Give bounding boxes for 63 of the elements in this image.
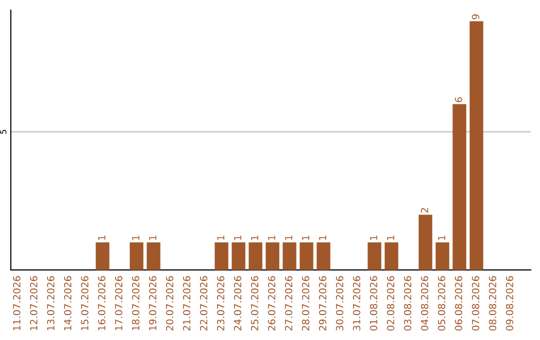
data-label: 1 <box>285 236 292 240</box>
bar <box>248 242 262 270</box>
bar <box>300 242 314 270</box>
data-label: 1 <box>268 236 276 240</box>
x-tick-label: 23.07.2026 <box>216 276 224 330</box>
x-tick-label: 15.07.2026 <box>81 276 88 330</box>
bar <box>214 242 228 270</box>
x-tick-label: 13.07.2026 <box>47 276 54 330</box>
data-label: 1 <box>149 236 156 240</box>
x-tick-label: 20.07.2026 <box>166 276 174 330</box>
bar <box>130 242 144 270</box>
x-tick-label: 01.08.2026 <box>370 276 378 331</box>
data-label: 1 <box>438 236 446 240</box>
x-tick-label: 30.07.2026 <box>336 276 344 330</box>
bar <box>266 242 280 270</box>
x-tick-label: 11.07.2026 <box>13 276 20 330</box>
data-label: 9 <box>472 14 480 20</box>
x-tick-label: 18.07.2026 <box>132 276 140 330</box>
x-tick-label: 31.07.2026 <box>352 276 360 330</box>
x-tick-label: 05.08.2026 <box>438 276 446 331</box>
x-tick-label: 25.07.2026 <box>250 276 258 330</box>
x-tick-label: 29.07.2026 <box>318 276 326 330</box>
x-tick-label: 03.08.2026 <box>404 276 412 331</box>
data-label: 1 <box>319 236 326 240</box>
data-label: 1 <box>387 236 394 240</box>
data-label: 1 <box>370 236 378 240</box>
bar <box>146 242 160 270</box>
x-tick-label: 02.08.2026 <box>386 276 394 331</box>
bar <box>368 242 382 270</box>
bar <box>316 242 330 270</box>
x-tick-label: 09.08.2026 <box>506 276 514 331</box>
data-label: 1 <box>251 236 258 240</box>
data-label: 1 <box>132 236 140 240</box>
x-tick-label: 28.07.2026 <box>302 276 310 330</box>
x-tick-label: 24.07.2026 <box>234 276 242 330</box>
bar <box>282 242 296 270</box>
x-tick-label: 06.08.2026 <box>454 276 462 331</box>
y-tick-label: 5 <box>0 130 6 134</box>
x-tick-label: 26.07.2026 <box>268 276 276 330</box>
bar <box>384 242 398 270</box>
bar <box>418 214 432 270</box>
data-label: 1 <box>98 236 106 240</box>
bar <box>232 242 246 270</box>
x-tick-label: 27.07.2026 <box>284 276 292 330</box>
bar <box>436 242 450 270</box>
x-tick-label: 22.07.2026 <box>200 276 208 330</box>
bar <box>96 242 110 270</box>
x-tick-label: 08.08.2026 <box>488 276 496 331</box>
x-tick-label: 21.07.2026 <box>183 276 190 330</box>
x-tick-label: 16.07.2026 <box>98 276 106 330</box>
bar <box>470 21 484 270</box>
x-tick-label: 14.07.2026 <box>64 276 72 330</box>
data-label: 1 <box>217 236 224 240</box>
data-label: 2 <box>420 208 428 213</box>
data-label: 1 <box>234 236 242 240</box>
data-label: 6 <box>454 97 462 102</box>
x-tick-label: 04.08.2026 <box>420 276 428 331</box>
x-tick-label: 17.07.2026 <box>115 276 122 330</box>
x-tick-label: 12.07.2026 <box>30 276 38 330</box>
data-label: 1 <box>302 236 310 240</box>
bar <box>452 104 466 270</box>
x-tick-label: 07.08.2026 <box>472 276 480 331</box>
x-tick-label: 19.07.2026 <box>149 276 156 330</box>
